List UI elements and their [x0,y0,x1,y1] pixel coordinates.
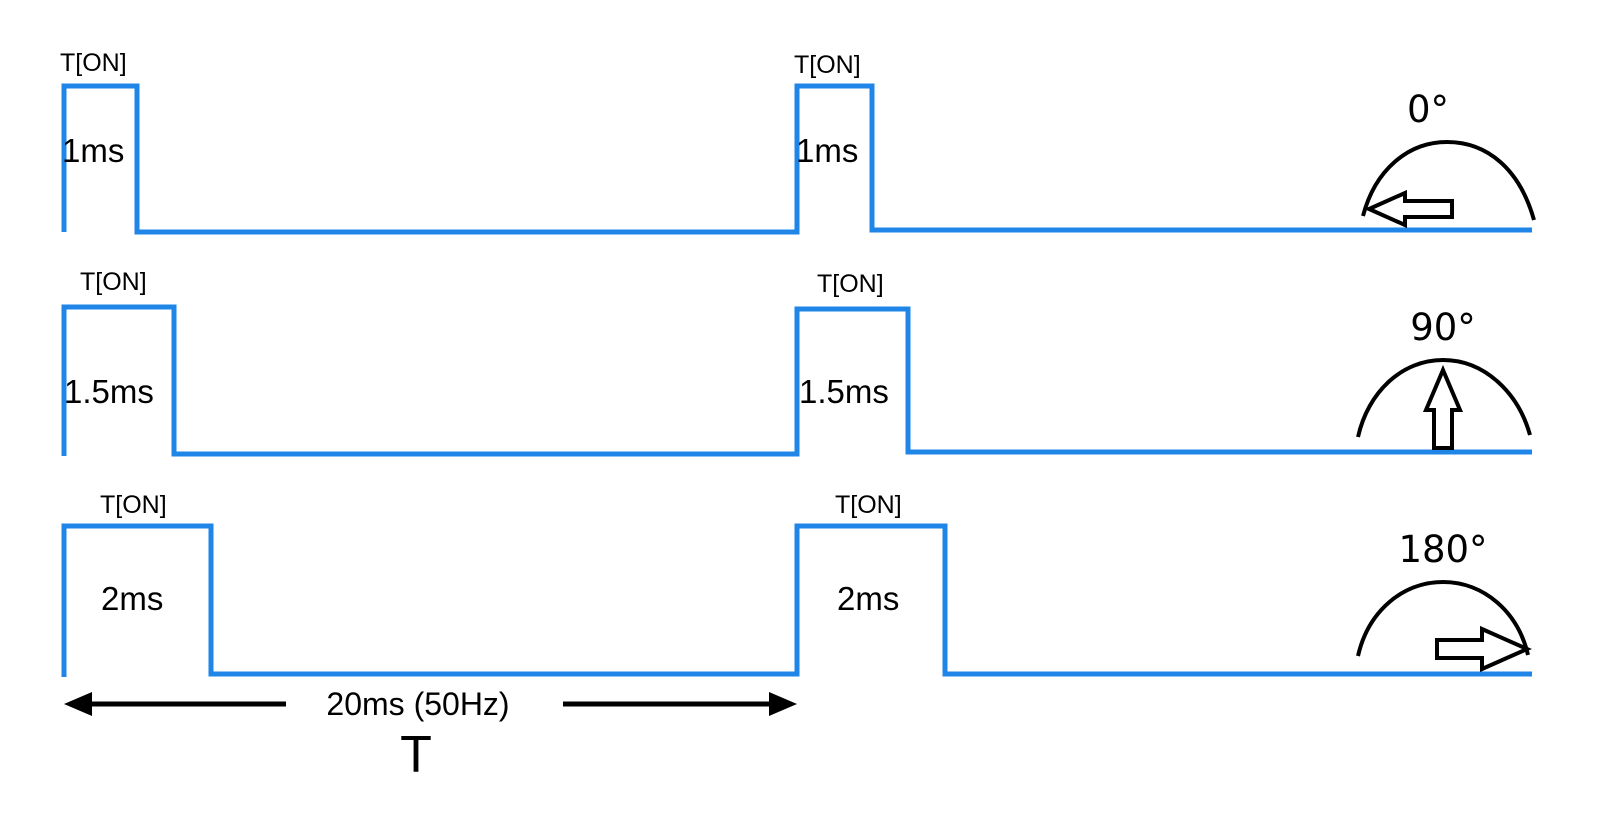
arrowhead-right-icon [769,692,797,716]
angle-label: 90° [1410,306,1476,349]
pulse-width-label: 1ms [796,132,858,169]
servo-arc-icon [1356,579,1530,657]
angle-label: 180° [1398,528,1487,571]
pulse-width-label: 2ms [101,580,163,617]
waveform-row-90deg: T[ON] T[ON] 1.5ms 1.5ms 90° [61,268,1532,457]
ton-label: T[ON] [835,491,902,519]
pwm-signal-1-5ms [61,304,1532,457]
right-arrow-icon [1435,625,1532,673]
ton-label: T[ON] [60,49,127,77]
ton-label: T[ON] [100,491,167,519]
ton-label: T[ON] [817,270,884,298]
pulse-width-label: 2ms [837,580,899,617]
left-arrow-icon [1364,189,1454,229]
pwm-signal-1ms [61,83,1532,235]
pulse-width-label: 1ms [62,132,124,169]
waveform-row-0deg: T[ON] T[ON] 1ms 1ms 0° [60,49,1536,235]
pulse-width-label: 1.5ms [64,373,154,410]
arrowhead-left-icon [64,692,92,716]
up-arrow-icon [1422,364,1464,450]
period-dimension: 20ms (50Hz) T [64,686,797,784]
ton-label: T[ON] [80,268,147,296]
angle-label: 0° [1407,88,1449,131]
pulse-width-label: 1.5ms [799,373,889,410]
servo-arc-icon [1361,139,1536,221]
waveform-row-180deg: T[ON] T[ON] 2ms 2ms 180° [61,491,1532,677]
ton-label: T[ON] [794,51,861,79]
period-label: 20ms (50Hz) [326,686,509,722]
servo-arc-icon [1356,357,1532,438]
pwm-signal-2ms [61,523,1532,677]
period-symbol: T [400,726,432,784]
